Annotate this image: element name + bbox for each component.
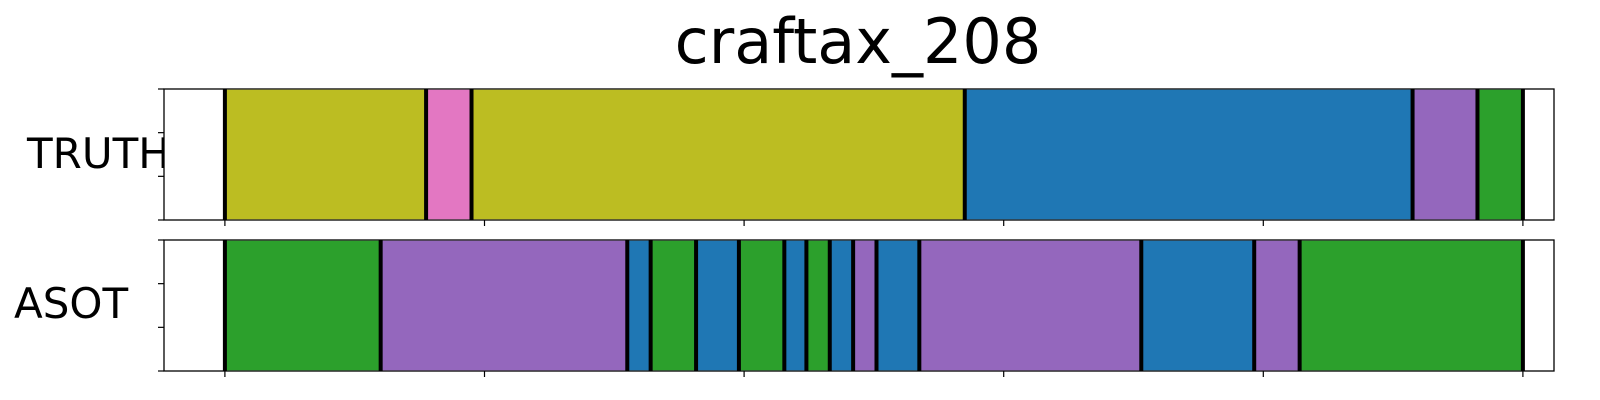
segment-truth-3 [471,89,965,220]
segment-truth-6 [1477,89,1523,220]
segment-asot-6 [738,240,785,371]
segment-asot-13 [1141,240,1255,371]
segment-asot-8 [806,240,830,371]
segment-asot-5 [696,240,739,371]
segment-asot-12 [919,240,1142,371]
segment-asot-9 [829,240,854,371]
segment-truth-4 [964,89,1413,220]
chart-title: craftax_208 [675,5,1042,78]
segment-asot-11 [876,240,920,371]
segment-asot-10 [853,240,877,371]
segment-truth-2 [426,89,472,220]
segment-asot-7 [784,240,807,371]
row-label-asot: ASOT [14,279,128,328]
segment-asot-3 [627,240,651,371]
segment-asot-4 [650,240,697,371]
segment-truth-5 [1412,89,1478,220]
segment-asot-14 [1254,240,1300,371]
segment-asot-15 [1299,240,1523,371]
rows-layer: TRUTH ASOT [14,88,1555,377]
segment-asot-1 [224,240,381,371]
segment-truth-1 [224,89,427,220]
segment-asot-2 [380,240,628,371]
row-label-truth: TRUTH [26,129,170,178]
